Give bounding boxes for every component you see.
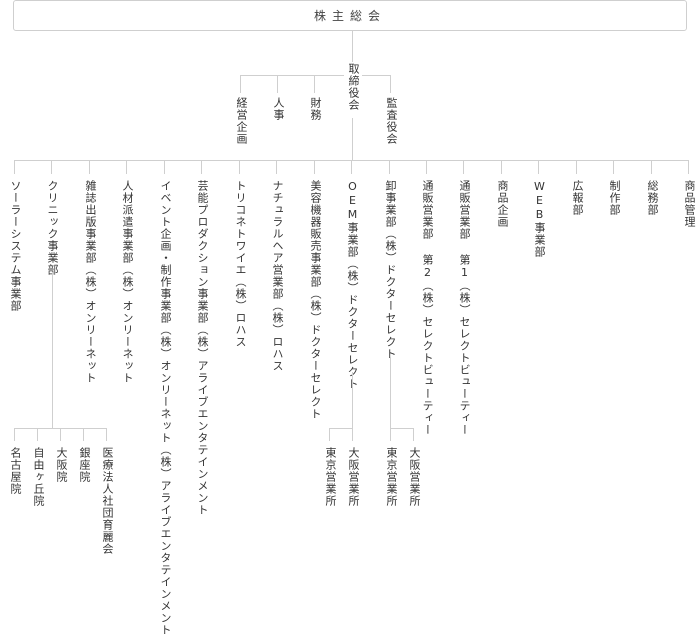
connector-line bbox=[276, 160, 277, 174]
wholesale-office: 大阪営業所 bbox=[408, 447, 421, 507]
clinic-branch: 医療法人社団育麗会 bbox=[101, 447, 114, 555]
connector-line bbox=[14, 160, 15, 174]
audit-board: 監査役会 bbox=[385, 97, 398, 145]
clinic-branch: 自由ヶ丘院 bbox=[32, 447, 45, 507]
connector-line bbox=[413, 428, 414, 441]
division: ソーラーシステム事業部 bbox=[9, 180, 22, 312]
connector-line bbox=[613, 160, 614, 174]
staff-dept: 財務 bbox=[309, 97, 322, 121]
connector-line bbox=[576, 160, 577, 174]
connector-line bbox=[51, 160, 52, 174]
division: 芸能プロダクション事業部（株）アライブエンタテインメント bbox=[196, 180, 209, 516]
connector-line bbox=[538, 160, 539, 174]
connector-line bbox=[390, 428, 414, 429]
connector-line bbox=[390, 428, 391, 441]
oem-office: 東京営業所 bbox=[324, 447, 337, 507]
division: トリコネトワイエ（株）ロハス bbox=[234, 180, 247, 348]
staff-dept: 経営企画 bbox=[235, 97, 248, 145]
division: 人材派遣事業部（株）オンリーネット bbox=[121, 180, 134, 384]
connector-line bbox=[89, 160, 90, 174]
wholesale-office: 東京営業所 bbox=[385, 447, 398, 507]
connector-line bbox=[314, 160, 315, 174]
division: 卸事業部（株）ドクターセレクト bbox=[384, 180, 397, 360]
connector-line bbox=[362, 75, 390, 76]
connector-line bbox=[352, 372, 353, 428]
division: クリニック事業部 bbox=[46, 180, 59, 276]
shareholders-meeting-label: 株主総会 bbox=[313, 9, 386, 23]
connector-line bbox=[351, 160, 352, 174]
connector-line bbox=[14, 428, 15, 441]
clinic-branch: 名古屋院 bbox=[9, 447, 22, 495]
connector-line bbox=[329, 428, 353, 429]
shareholders-meeting-box: 株主総会 bbox=[13, 0, 687, 31]
division: イベント企画・制作事業部（株）オンリーネット（株）アライブエンタテインメント bbox=[159, 180, 172, 636]
connector-line bbox=[201, 160, 202, 174]
division: 通販営業部 第1（株）セレクトビューティー bbox=[458, 180, 471, 436]
connector-line bbox=[651, 160, 652, 174]
connector-line bbox=[314, 75, 315, 93]
connector-line bbox=[463, 160, 464, 174]
connector-line bbox=[390, 357, 391, 428]
staff-dept: 人事 bbox=[272, 97, 285, 121]
connector-line bbox=[390, 75, 391, 93]
division: 雑誌出版事業部（株）オンリーネット bbox=[84, 180, 97, 384]
connector-line bbox=[106, 428, 107, 441]
connector-line bbox=[501, 160, 502, 174]
connector-line bbox=[164, 160, 165, 174]
connector-line bbox=[352, 31, 353, 62]
division: OEM事業部（株）ドクターセレクト bbox=[346, 180, 359, 390]
division: ナチュラルヘア営業部（株）ロハス bbox=[271, 180, 284, 372]
division: 広報部 bbox=[571, 180, 584, 216]
clinic-branch: 大阪院 bbox=[55, 447, 68, 483]
connector-line bbox=[240, 75, 344, 76]
connector-line bbox=[389, 160, 390, 174]
connector-line bbox=[83, 428, 84, 441]
connector-line bbox=[240, 75, 241, 93]
clinic-branch: 銀座院 bbox=[78, 447, 91, 483]
division: 美容機器販売事業部（株）ドクターセレクト bbox=[309, 180, 322, 420]
oem-office: 大阪営業所 bbox=[347, 447, 360, 507]
connector-line bbox=[352, 118, 353, 160]
connector-line bbox=[329, 428, 330, 441]
connector-line bbox=[688, 160, 689, 174]
division: 商品管理 bbox=[683, 180, 696, 228]
board-of-directors: 取締役会 bbox=[347, 63, 360, 111]
connector-line bbox=[352, 428, 353, 441]
connector-line bbox=[426, 160, 427, 174]
connector-line bbox=[277, 75, 278, 93]
connector-line bbox=[239, 160, 240, 174]
division: 総務部 bbox=[646, 180, 659, 216]
division: 制作部 bbox=[608, 180, 621, 216]
connector-line bbox=[52, 272, 53, 428]
division: WEB事業部 bbox=[533, 180, 546, 258]
division: 通販営業部 第2（株）セレクトビューティー bbox=[421, 180, 434, 436]
connector-line bbox=[126, 160, 127, 174]
division: 商品企画 bbox=[496, 180, 509, 228]
connector-line bbox=[60, 428, 61, 441]
connector-line bbox=[37, 428, 38, 441]
